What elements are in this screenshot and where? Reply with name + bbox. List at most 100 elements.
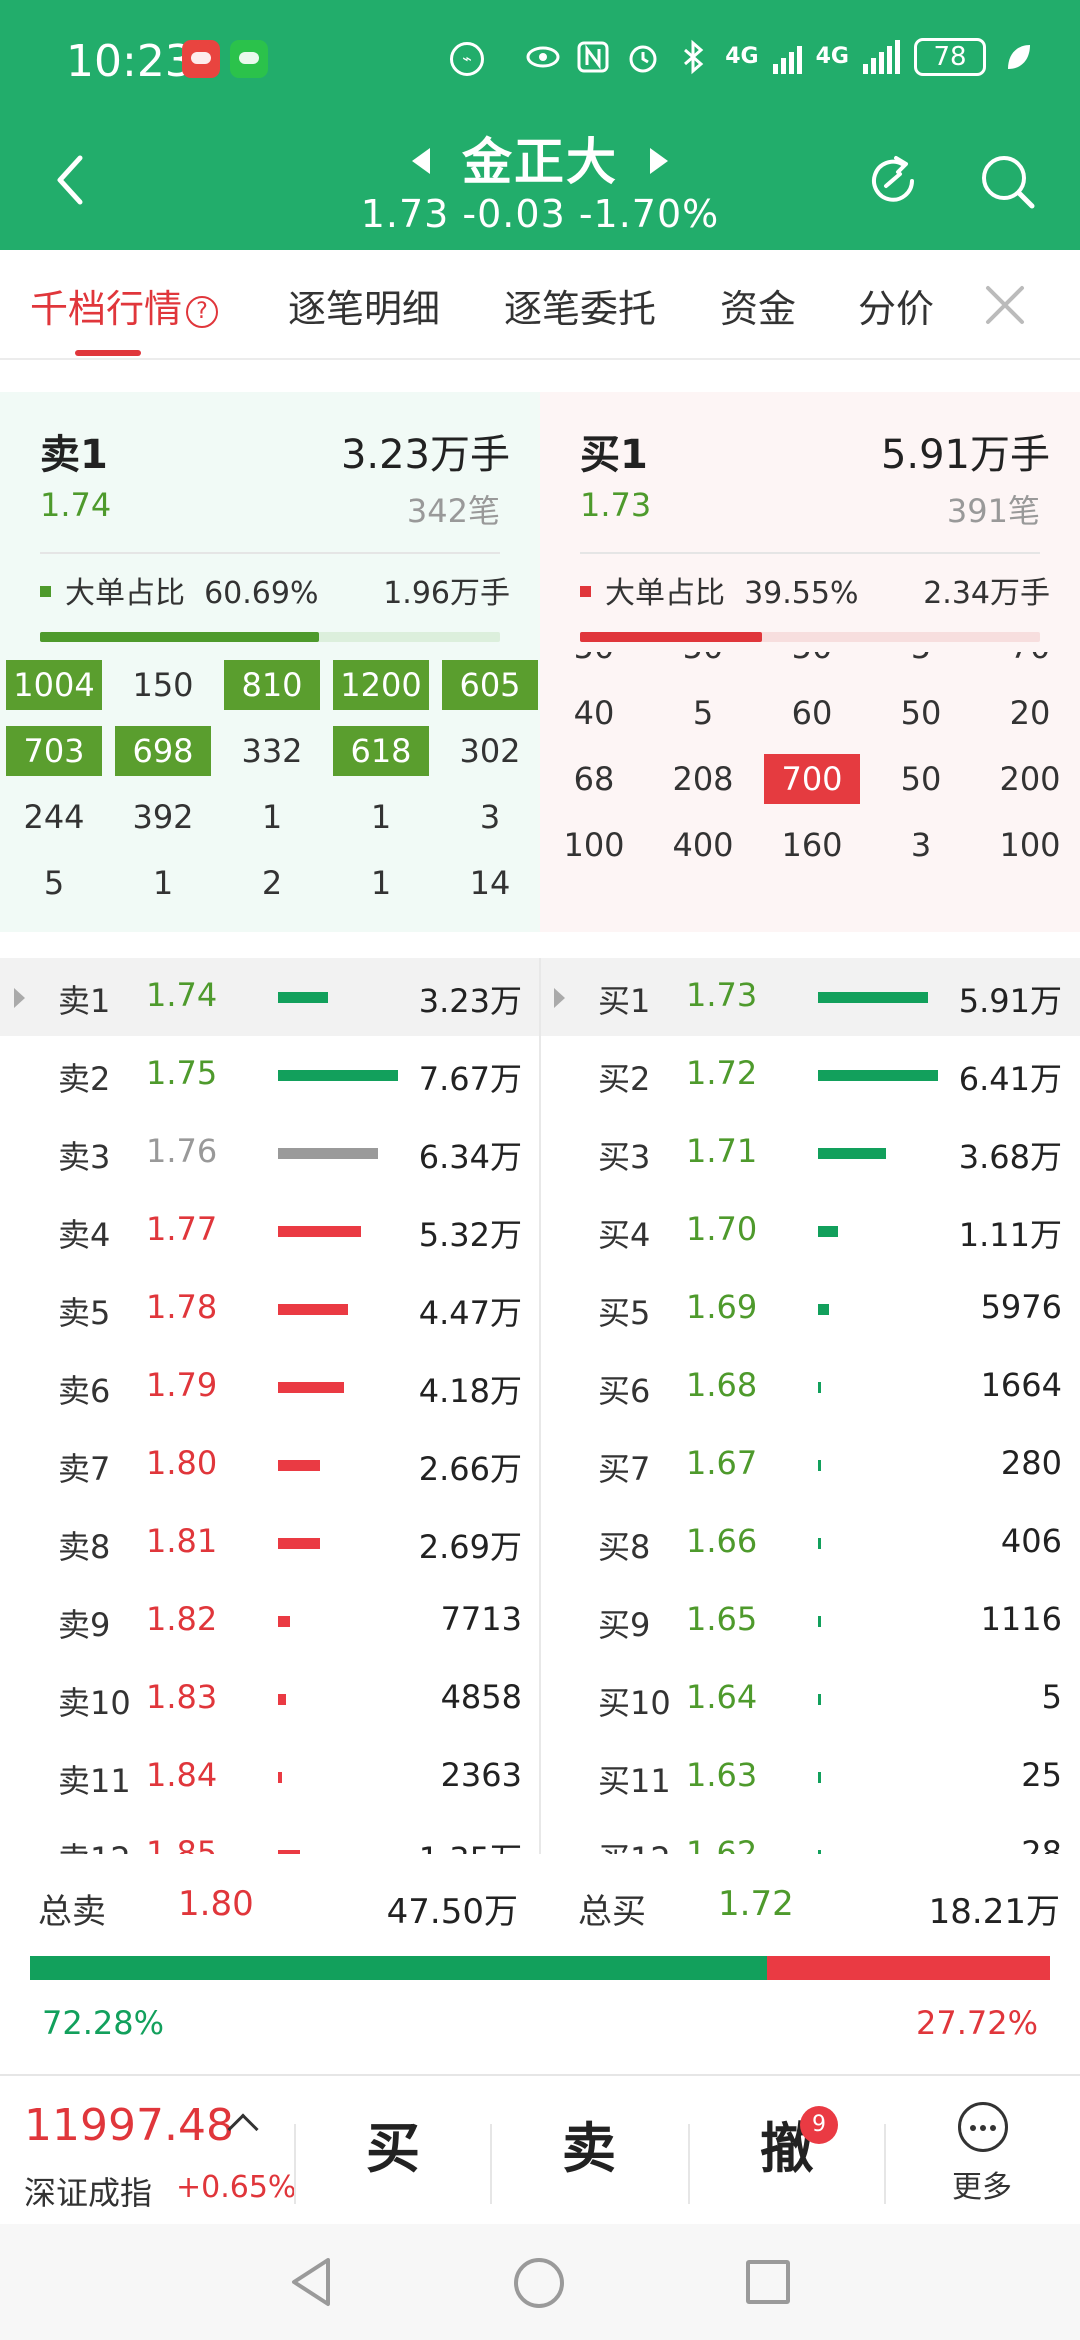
sell-level-label: 卖12 [58,1834,131,1854]
tab-depth[interactable]: 千档行情? [30,278,219,333]
buy-order-row[interactable]: 买4 1.70 1.11万 [540,1192,1080,1270]
nav-back-icon[interactable] [286,2254,336,2310]
sell-depth-cell: 3 [479,798,501,836]
buy-depth-cell: 50 [546,652,642,672]
index-change[interactable]: +0.65% [176,2170,297,2205]
total-buy-price: 1.72 [718,1884,794,1924]
sell-volume-bar [278,1070,398,1081]
sell-order-row[interactable]: 卖11 1.84 2363 [0,1738,540,1816]
nav-recent-apps-icon[interactable] [746,2260,790,2304]
buy-order-row[interactable]: 买7 1.67 280 [540,1426,1080,1504]
buy-order-row[interactable]: 买6 1.68 1664 [540,1348,1080,1426]
privacy-indicator-icon: ⌁ [450,42,484,76]
buy-order-row[interactable]: 买1 1.73 5.91万 [540,958,1080,1036]
total-sell-volume: 47.50万 [386,1892,518,1932]
buy-order-row[interactable]: 买3 1.71 3.68万 [540,1114,1080,1192]
next-stock-icon[interactable] [650,148,668,174]
buy-volume-bar [818,992,929,1003]
sell-order-row[interactable]: 卖9 1.82 7713 [0,1582,540,1660]
sell-level-label: 卖10 [58,1684,131,1722]
tab-trades[interactable]: 逐笔明细 [288,287,441,331]
buy-summary-panel: 买1 1.73 5.91万手 391笔 大单占比 39.55% 2.34万手 5… [540,392,1080,932]
buy-level-label: 买3 [598,1138,651,1176]
sell-order-row[interactable]: 卖10 1.83 4858 [0,1660,540,1738]
back-icon[interactable] [50,150,90,210]
stock-quote: 1.73 -0.03 -1.70% [360,192,720,236]
sell-depth-cell: 605 [442,660,538,710]
index-name[interactable]: 深证成指 [24,2174,153,2212]
buy-level-label: 买11 [598,1762,671,1800]
help-icon[interactable]: ? [186,296,219,328]
buy-summary-count: 391笔 [946,492,1040,530]
more-icon[interactable] [958,2102,1008,2152]
sell-level-label: 卖4 [58,1216,111,1254]
battery-level: 78 [933,42,967,72]
sell-volume-bar [278,1616,290,1627]
divider [884,2124,886,2204]
sell-order-row[interactable]: 卖1 1.74 3.23万 [0,958,540,1036]
total-sell-label: 总卖 [38,1892,106,1932]
tab-funds[interactable]: 资金 [720,287,797,331]
buy-order-row[interactable]: 买9 1.65 1116 [540,1582,1080,1660]
sell-level-price: 1.76 [146,1132,218,1170]
more-button-label[interactable]: 更多 [952,2170,1012,2205]
buy-volume-bar [818,1226,839,1237]
buy-depth-cell: 400 [672,826,734,864]
sell-depth-cell: 1 [152,864,174,902]
sell-order-row[interactable]: 卖2 1.75 7.67万 [0,1036,540,1114]
sell-order-row[interactable]: 卖5 1.78 4.47万 [0,1270,540,1348]
buy-order-row[interactable]: 买12 1.62 28 [540,1816,1080,1854]
buy-level-price: 1.73 [686,976,758,1014]
sell-order-row[interactable]: 卖4 1.77 5.32万 [0,1192,540,1270]
buy-level-label: 买7 [598,1450,651,1488]
total-sell-pct: 72.28% [42,2004,165,2042]
buy-order-row[interactable]: 买8 1.66 406 [540,1504,1080,1582]
sell-button[interactable]: 卖 [562,2117,616,2180]
close-icon[interactable] [980,280,1030,330]
sell-level-price: 1.83 [146,1678,218,1716]
sell-level-volume: 2.66万 [418,1450,522,1488]
buy-depth-cell: 200 [999,760,1061,798]
buy-order-row[interactable]: 买5 1.69 5976 [540,1270,1080,1348]
sell-order-row[interactable]: 卖3 1.76 6.34万 [0,1114,540,1192]
buy-button[interactable]: 买 [366,2117,420,2180]
tab-price-dist[interactable]: 分价 [858,287,935,331]
buy-level-label: 买6 [598,1372,651,1410]
green-dot-icon [40,586,51,597]
buy-level-volume: 1.11万 [958,1216,1062,1254]
tab-bar: 千档行情? 逐笔明细 逐笔委托 资金 分价 [0,250,1080,360]
sell-order-row[interactable]: 卖6 1.79 4.18万 [0,1348,540,1426]
sell-level-label: 卖6 [58,1372,111,1410]
sell-volume-bar [278,992,329,1003]
sell-level-price: 1.78 [146,1288,218,1326]
buy-order-row[interactable]: 买2 1.72 6.41万 [540,1036,1080,1114]
prev-stock-icon[interactable] [412,148,430,174]
system-nav-bar [0,2224,1080,2340]
sell-level-price: 1.74 [146,976,218,1014]
wechat-app-icon [230,40,268,78]
buy-depth-cell: 50 [655,652,751,672]
sell-level-volume: 4858 [440,1678,522,1716]
total-buy-label: 总买 [578,1892,646,1932]
search-icon[interactable] [976,150,1038,212]
buy-summary-price: 1.73 [580,486,652,524]
sell-volume-bar [278,1226,361,1237]
alarm-icon [629,45,657,73]
battery-icon: 78 [914,38,986,76]
buy-summary-volume: 5.91万手 [880,432,1050,478]
sell-order-row[interactable]: 卖8 1.81 2.69万 [0,1504,540,1582]
divider [580,552,1040,554]
buy-depth-cell: 208 [672,760,734,798]
nav-home-icon[interactable] [514,2258,564,2308]
sell-order-row[interactable]: 卖7 1.80 2.66万 [0,1426,540,1504]
sell-order-row[interactable]: 卖12 1.85 1.35万 [0,1816,540,1854]
refresh-icon[interactable] [862,150,924,212]
buy-depth-grid: 50 50 50 5 70 40 5 60 50 20 68 208 700 50 200 100 400 160… [540,652,1080,912]
tab-orders[interactable]: 逐笔委托 [504,287,657,331]
buy-order-row[interactable]: 买11 1.63 25 [540,1738,1080,1816]
buy-order-row[interactable]: 买10 1.64 5 [540,1660,1080,1738]
buy-level-volume: 406 [1000,1522,1062,1560]
index-value[interactable]: 11997.48 [24,2100,234,2151]
buy-ratio-track [580,632,1040,642]
sell-depth-cell: 392 [132,798,194,836]
